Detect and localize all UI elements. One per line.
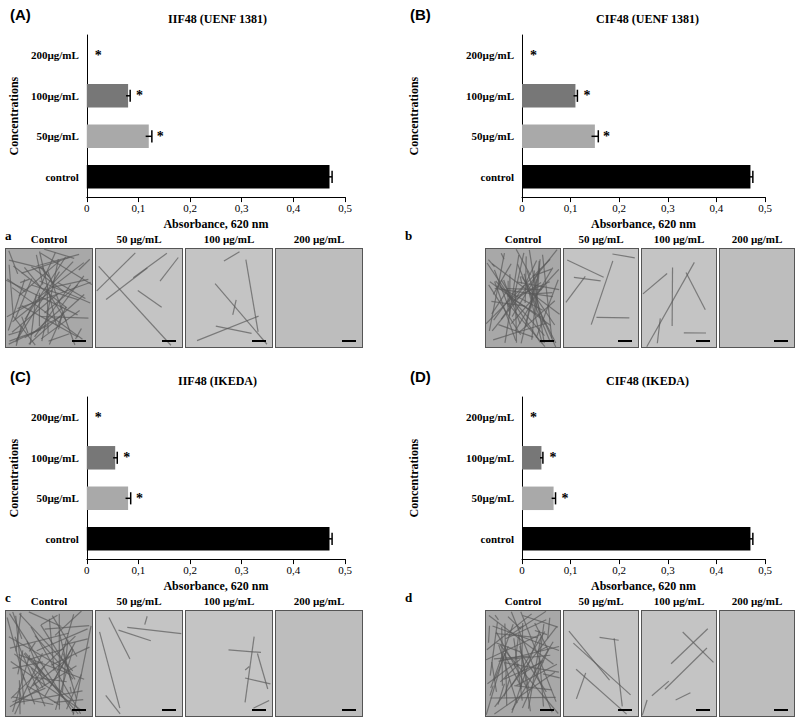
html-text:200 µg/mL: 200 µg/mL	[731, 233, 783, 245]
html-text:50 µg/mL: 50 µg/mL	[116, 233, 162, 245]
html-text:d: d	[405, 590, 413, 605]
svg-text:100µg/mL: 100µg/mL	[31, 452, 79, 464]
svg-text:control: control	[481, 533, 514, 545]
svg-text:50µg/mL: 50µg/mL	[36, 130, 78, 142]
svg-text:0: 0	[519, 202, 525, 214]
svg-text:*: *	[549, 450, 556, 465]
html-text:a: a	[5, 228, 12, 243]
svg-text:*: *	[157, 129, 164, 144]
html-text:Control: Control	[30, 595, 68, 607]
html-text:b: b	[405, 228, 413, 243]
svg-text:0,1: 0,1	[132, 564, 146, 576]
svg-text:(C): (C)	[10, 368, 31, 385]
svg-text:Concentrations: Concentrations	[7, 438, 21, 517]
svg-text:100µg/mL: 100µg/mL	[466, 452, 514, 464]
svg-text:Concentrations: Concentrations	[7, 76, 21, 155]
html-text:200 µg/mL: 200 µg/mL	[731, 595, 783, 607]
svg-text:(B): (B)	[410, 6, 431, 23]
svg-text:Absorbance, 620 nm: Absorbance, 620 nm	[163, 217, 268, 231]
html-text:100 µg/mL: 100 µg/mL	[203, 233, 255, 245]
svg-text:0: 0	[519, 564, 525, 576]
svg-text:0,3: 0,3	[235, 564, 249, 576]
svg-text:0,5: 0,5	[338, 202, 352, 214]
svg-text:0,3: 0,3	[661, 202, 675, 214]
svg-text:50µg/mL: 50µg/mL	[472, 492, 514, 504]
svg-text:0,4: 0,4	[286, 564, 300, 576]
html-text:200 µg/mL: 200 µg/mL	[293, 595, 345, 607]
svg-text:IIF48 (IKEDA): IIF48 (IKEDA)	[178, 374, 257, 388]
html-text:50 µg/mL: 50 µg/mL	[578, 595, 624, 607]
svg-text:0,5: 0,5	[758, 202, 772, 214]
svg-text:(D): (D)	[410, 368, 431, 385]
svg-text:*: *	[530, 410, 537, 425]
svg-text:*: *	[583, 88, 590, 103]
svg-text:0,4: 0,4	[710, 202, 724, 214]
svg-text:IIF48 (UENF 1381): IIF48 (UENF 1381)	[168, 12, 267, 26]
html-text:200 µg/mL: 200 µg/mL	[293, 233, 345, 245]
svg-text:CIF48 (IKEDA): CIF48 (IKEDA)	[606, 374, 689, 388]
svg-text:200µg/mL: 200µg/mL	[466, 49, 514, 61]
svg-text:0,5: 0,5	[338, 564, 352, 576]
svg-text:control: control	[481, 171, 514, 183]
svg-text:Absorbance, 620 nm: Absorbance, 620 nm	[163, 579, 268, 593]
svg-text:0,1: 0,1	[132, 202, 146, 214]
svg-text:(A): (A)	[10, 6, 31, 23]
svg-text:control: control	[45, 533, 78, 545]
html-text:Control: Control	[504, 595, 542, 607]
svg-text:Concentrations: Concentrations	[407, 76, 421, 155]
svg-text:*: *	[123, 450, 130, 465]
svg-text:200µg/mL: 200µg/mL	[466, 411, 514, 423]
html-text:100 µg/mL: 100 µg/mL	[653, 233, 705, 245]
svg-text:*: *	[530, 48, 537, 63]
svg-text:0,2: 0,2	[183, 564, 197, 576]
svg-text:*: *	[136, 491, 143, 506]
svg-text:0,2: 0,2	[612, 202, 626, 214]
svg-text:100µg/mL: 100µg/mL	[466, 90, 514, 102]
svg-text:*: *	[95, 48, 102, 63]
svg-text:50µg/mL: 50µg/mL	[472, 130, 514, 142]
svg-text:0,3: 0,3	[235, 202, 249, 214]
svg-text:0,1: 0,1	[564, 202, 578, 214]
svg-text:*: *	[136, 88, 143, 103]
html-text:50 µg/mL: 50 µg/mL	[578, 233, 624, 245]
svg-text:control: control	[45, 171, 78, 183]
svg-text:*: *	[603, 129, 610, 144]
svg-text:*: *	[95, 410, 102, 425]
svg-text:Absorbance, 620 nm: Absorbance, 620 nm	[591, 217, 696, 231]
svg-text:200µg/mL: 200µg/mL	[31, 49, 79, 61]
html-text:c: c	[5, 590, 11, 605]
svg-text:CIF48 (UENF 1381): CIF48 (UENF 1381)	[596, 12, 699, 26]
svg-text:0: 0	[84, 202, 90, 214]
html-text:100 µg/mL: 100 µg/mL	[653, 595, 705, 607]
html-text:Control: Control	[30, 233, 68, 245]
svg-text:Absorbance, 620 nm: Absorbance, 620 nm	[591, 579, 696, 593]
svg-text:50µg/mL: 50µg/mL	[36, 492, 78, 504]
svg-text:0,4: 0,4	[710, 564, 724, 576]
svg-text:Concentrations: Concentrations	[407, 438, 421, 517]
svg-text:200µg/mL: 200µg/mL	[31, 411, 79, 423]
svg-text:0,1: 0,1	[564, 564, 578, 576]
svg-text:0: 0	[84, 564, 90, 576]
svg-text:0,2: 0,2	[612, 564, 626, 576]
svg-text:*: *	[562, 491, 569, 506]
html-text:100 µg/mL: 100 µg/mL	[203, 595, 255, 607]
svg-text:0,4: 0,4	[286, 202, 300, 214]
svg-text:0,5: 0,5	[758, 564, 772, 576]
html-text:50 µg/mL: 50 µg/mL	[116, 595, 162, 607]
svg-text:0,2: 0,2	[183, 202, 197, 214]
html-text:Control: Control	[504, 233, 542, 245]
svg-text:100µg/mL: 100µg/mL	[31, 90, 79, 102]
svg-text:0,3: 0,3	[661, 564, 675, 576]
